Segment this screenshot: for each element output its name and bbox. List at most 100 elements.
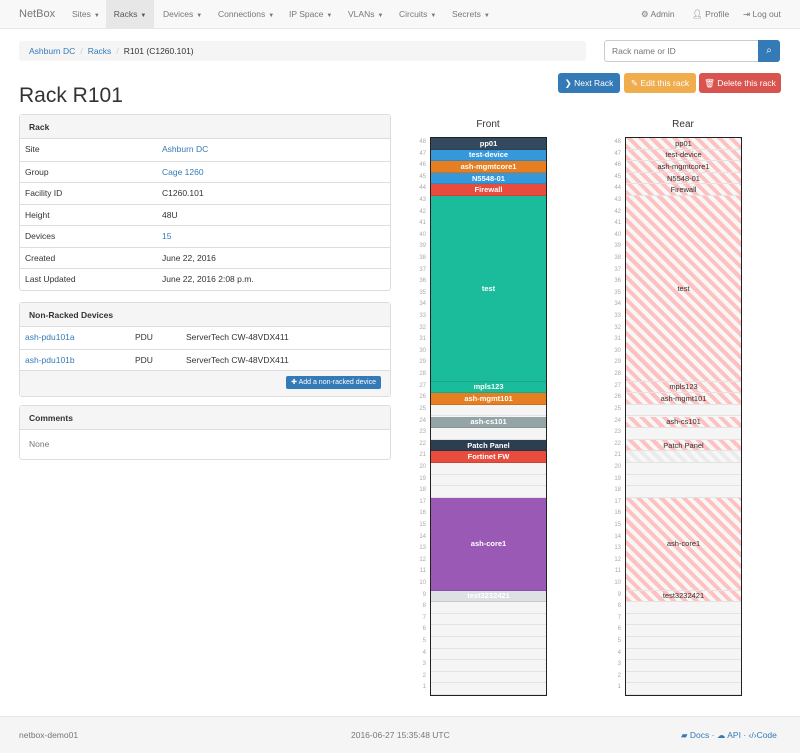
empty-unit[interactable]: [626, 463, 741, 475]
nav-secrets[interactable]: Secrets ▼: [452, 9, 490, 19]
empty-unit[interactable]: [626, 486, 741, 498]
empty-unit[interactable]: [431, 486, 546, 498]
panel-heading: Rack: [20, 115, 390, 139]
empty-unit[interactable]: [626, 428, 741, 440]
breadcrumb-racks[interactable]: Racks: [87, 46, 112, 56]
next-rack-button[interactable]: ❯ Next Rack: [558, 73, 620, 93]
empty-unit[interactable]: [626, 614, 741, 626]
empty-unit[interactable]: [626, 602, 741, 614]
search-input[interactable]: [604, 40, 759, 62]
empty-unit[interactable]: [431, 683, 546, 695]
empty-unit[interactable]: [626, 475, 741, 487]
rack-device-rear[interactable]: ash-mgmtcore1: [626, 161, 741, 173]
unit-number: 1: [422, 684, 426, 691]
rack-device-rear[interactable]: mpls123: [626, 381, 741, 394]
nav-ip-space[interactable]: IP Space ▼: [289, 9, 333, 19]
unit-number: 44: [614, 185, 621, 192]
device-link[interactable]: ash-pdu101a: [25, 332, 75, 342]
nav-racks[interactable]: Racks ▼: [106, 0, 154, 29]
attr-value: C1260.101: [162, 188, 204, 198]
comments-text: None: [29, 439, 50, 449]
rack-device[interactable]: Patch Panel: [431, 439, 546, 452]
empty-unit[interactable]: [626, 660, 741, 672]
brand-logo[interactable]: NetBox: [19, 8, 56, 20]
empty-unit[interactable]: [431, 660, 546, 672]
empty-unit[interactable]: [431, 602, 546, 614]
empty-unit[interactable]: [626, 625, 741, 637]
rack-device-rear[interactable]: test3232421: [626, 590, 741, 603]
rack-device-rear[interactable]: N5548-01: [626, 172, 741, 185]
empty-unit[interactable]: [626, 405, 741, 417]
empty-unit[interactable]: [431, 637, 546, 649]
nav-devices[interactable]: Devices ▼: [163, 9, 203, 19]
unit-number: 36: [614, 278, 621, 285]
empty-unit[interactable]: [431, 614, 546, 626]
nav-circuits[interactable]: Circuits ▼: [399, 9, 437, 19]
unit-number: 22: [614, 440, 621, 447]
rack-device-rear[interactable]: ash-core1: [626, 497, 741, 591]
unit-number: 43: [614, 197, 621, 204]
empty-unit[interactable]: [626, 649, 741, 661]
device-role: PDU: [135, 354, 153, 365]
rack-device[interactable]: ash-mgmt101: [431, 393, 546, 405]
unit-number: 29: [419, 359, 426, 366]
unit-number: 14: [419, 533, 426, 540]
rack-device[interactable]: ash-cs101: [431, 416, 546, 429]
rack-device[interactable]: ash-mgmtcore1: [431, 161, 546, 173]
rack-device[interactable]: N5548-01: [431, 172, 546, 185]
device-link[interactable]: ash-pdu101b: [25, 354, 75, 365]
search-button[interactable]: ⌕: [758, 40, 780, 62]
unit-number: 18: [614, 487, 621, 494]
nav-logout[interactable]: ⇥ Log out: [743, 9, 781, 19]
rack-device-rear[interactable]: pp01: [626, 138, 741, 150]
rack-device[interactable]: ash-core1: [431, 497, 546, 591]
nav-profile[interactable]: 👤︎ Profile: [692, 9, 730, 19]
breadcrumb-site[interactable]: Ashburn DC: [29, 46, 76, 56]
nav-connections[interactable]: Connections ▼: [218, 9, 275, 19]
add-non-racked-device-button[interactable]: ✚ Add a non-racked device: [286, 376, 381, 389]
empty-unit[interactable]: [431, 649, 546, 661]
empty-unit[interactable]: [431, 475, 546, 487]
nav-admin[interactable]: ⚙ Admin: [641, 9, 675, 19]
rack-device[interactable]: test: [431, 196, 546, 382]
rack-device[interactable]: Firewall: [431, 184, 546, 196]
empty-unit[interactable]: [626, 672, 741, 684]
empty-unit[interactable]: [626, 683, 741, 695]
empty-unit[interactable]: [626, 637, 741, 649]
comments-panel: Comments None: [19, 405, 391, 460]
rack-device-rear[interactable]: test-device: [626, 149, 741, 162]
unit-number: 33: [614, 313, 621, 320]
rack-device[interactable]: Fortinet FW: [431, 451, 546, 463]
empty-unit[interactable]: [431, 672, 546, 684]
rack-device[interactable]: pp01: [431, 138, 546, 150]
empty-unit[interactable]: [431, 463, 546, 475]
rack-device-rear[interactable]: ash-mgmt101: [626, 393, 741, 405]
rack-panel: Rack Site Ashburn DC Group Cage 1260 Facilit…: [19, 114, 391, 291]
empty-unit[interactable]: [431, 428, 546, 440]
rack-device-rear[interactable]: test: [626, 196, 741, 382]
delete-rack-button[interactable]: 🗑︎ Delete this rack: [699, 73, 781, 93]
attr-value[interactable]: Ashburn DC: [162, 144, 209, 154]
page-title: Rack R101: [19, 84, 123, 107]
empty-unit[interactable]: [431, 405, 546, 417]
rack-device[interactable]: test3232421: [431, 590, 546, 603]
docs-link[interactable]: ▰ Docs: [681, 730, 710, 740]
trash-icon: 🗑︎: [704, 78, 715, 88]
rack-device-rear[interactable]: Firewall: [626, 184, 741, 196]
rack-device-rear[interactable]: ash-cs101: [626, 416, 741, 429]
empty-unit[interactable]: [431, 625, 546, 637]
attr-value[interactable]: Cage 1260: [162, 166, 204, 177]
rack-device-rear-reserved[interactable]: [626, 451, 741, 463]
unit-number: 8: [422, 603, 426, 610]
rack-device-rear[interactable]: Patch Panel: [626, 439, 741, 452]
rack-device[interactable]: test-device: [431, 149, 546, 162]
unit-number: 14: [614, 533, 621, 540]
nav-vlans[interactable]: VLANs ▼: [348, 9, 384, 19]
nav-sites[interactable]: Sites ▼: [72, 9, 100, 19]
attr-value[interactable]: 15: [162, 231, 172, 241]
api-link[interactable]: ☁ API: [716, 730, 741, 740]
edit-rack-button[interactable]: ✎ Edit this rack: [624, 73, 696, 93]
code-link[interactable]: ‹/›Code: [748, 730, 777, 740]
unit-number: 39: [614, 243, 621, 250]
rack-device[interactable]: mpls123: [431, 381, 546, 394]
